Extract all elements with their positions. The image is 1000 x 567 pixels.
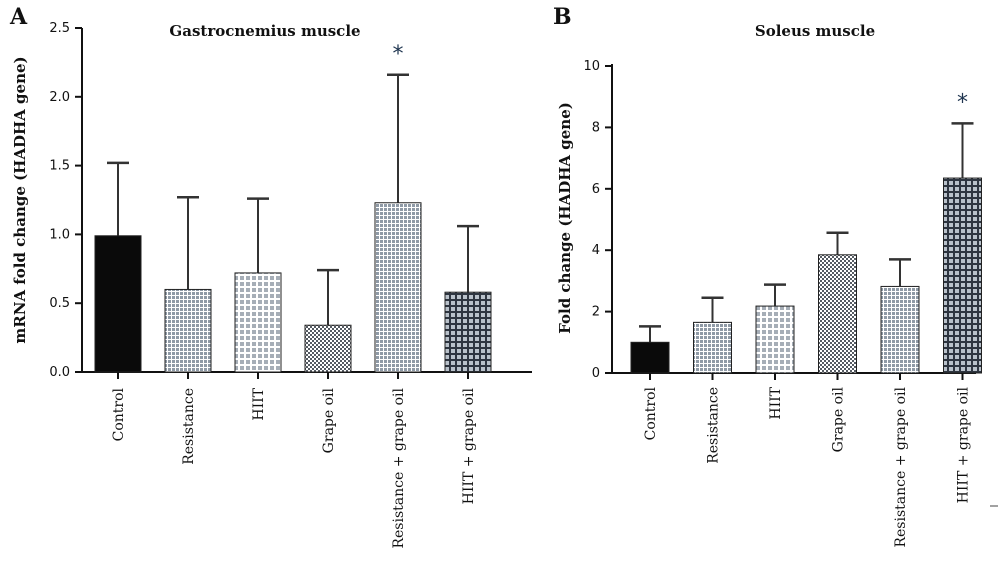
y-tick-label: 0.5	[49, 296, 70, 311]
panel-letter: A	[9, 4, 28, 30]
x-tick-label: Control	[643, 386, 659, 440]
y-ticks: 0.0 0.5 1.0 1.5 2.0 2.5	[49, 21, 82, 380]
chart-title: Gastrocnemius muscle	[169, 22, 360, 40]
y-axis-label: mRNA fold change (HADHA gene)	[11, 56, 29, 343]
bar-grape-oil	[818, 254, 857, 374]
x-tick-label: Resistance	[181, 388, 197, 465]
y-tick-label: 4	[592, 243, 600, 258]
y-tick-label: 0	[592, 366, 600, 381]
bar-control	[630, 341, 670, 374]
bar-hiit	[234, 272, 282, 373]
chart-title: Soleus muscle	[755, 22, 875, 40]
bar-control	[94, 235, 142, 373]
significance-star: *	[957, 90, 968, 115]
y-axis-label: Fold change (HADHA gene)	[556, 102, 574, 334]
y-tick-label: 2.5	[49, 21, 70, 36]
x-tick-label: Resistance + grape oil	[893, 386, 909, 547]
bar-resistance	[164, 288, 212, 373]
bar-hiit-grape-oil	[943, 177, 982, 374]
x-tick-labels: Control Resistance HIIT Grape oil Resistance…	[643, 373, 972, 548]
bar-resistance	[693, 321, 732, 374]
x-tick-label: HIIT + grape oil	[956, 386, 972, 503]
panel-a: A Gastrocnemius muscle mRNA fold change …	[9, 4, 532, 549]
x-tick-label: Resistance	[706, 387, 722, 464]
x-tick-label: HIIT + grape oil	[461, 387, 477, 504]
bar-hiit	[755, 305, 795, 374]
x-tick-label: HIIT	[768, 386, 784, 419]
bars: *	[94, 42, 492, 373]
y-tick-label: 0.0	[49, 365, 70, 380]
bar-resistance-grape-oil	[374, 202, 422, 373]
y-tick-label: 1.0	[49, 227, 70, 242]
significance-star: *	[393, 42, 404, 67]
y-tick-label: 6	[592, 182, 600, 197]
bar-resistance-grape-oil	[880, 285, 920, 374]
y-tick-label: 2	[592, 305, 600, 320]
y-tick-label: 8	[592, 120, 600, 135]
x-tick-label: Grape oil	[321, 387, 337, 453]
x-tick-label: Grape oil	[831, 386, 847, 452]
bar-grape-oil	[304, 324, 352, 373]
y-tick-label: 2.0	[49, 90, 70, 105]
bar-hiit-grape-oil	[444, 291, 492, 373]
x-tick-labels: Control Resistance HIIT Grape oil Resistance…	[111, 372, 477, 549]
y-tick-label: 1.5	[49, 159, 70, 174]
y-ticks: 0 2 4 6 8 10	[583, 59, 612, 381]
x-tick-label: Resistance + grape oil	[391, 387, 407, 548]
x-tick-label: Control	[111, 387, 127, 441]
x-tick-label: HIIT	[251, 387, 267, 420]
panel-b: B Soleus muscle Fold change (HADHA gene)…	[553, 4, 982, 548]
y-tick-label: 10	[583, 59, 600, 74]
bars: *	[630, 90, 982, 374]
panel-letter: B	[553, 4, 572, 30]
